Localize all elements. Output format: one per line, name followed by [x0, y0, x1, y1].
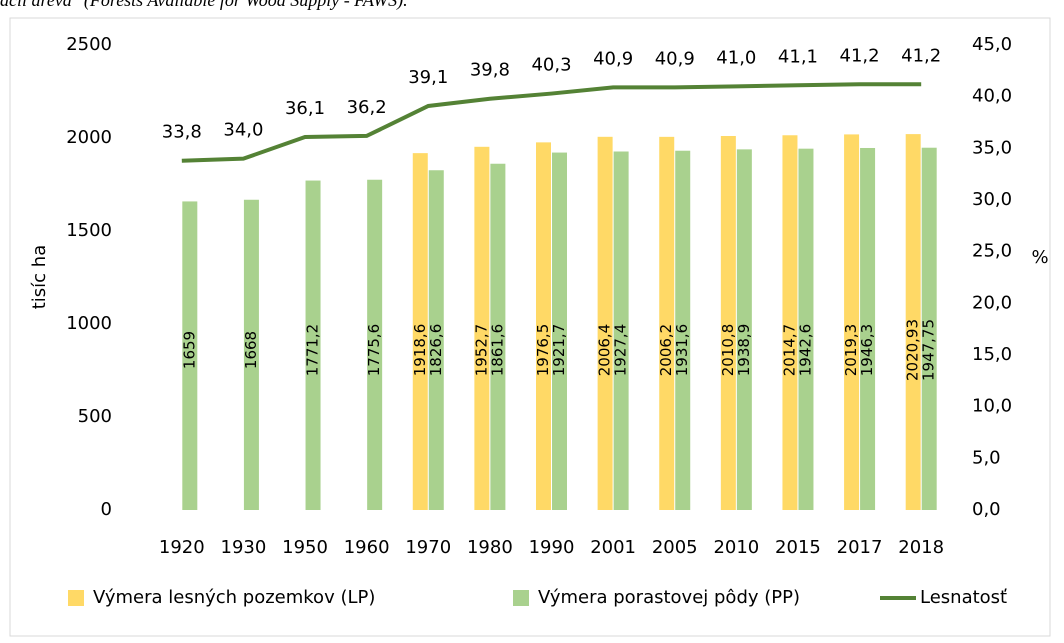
bar: [844, 134, 860, 510]
x-tick-label: 1950: [282, 537, 328, 558]
data-label: 40,9: [593, 48, 633, 69]
y-tick-label: 1000: [66, 313, 112, 334]
data-label: 1927,4: [612, 324, 630, 377]
y2-tick-label: 30,0: [972, 189, 1012, 210]
y2-tick-label: 25,0: [972, 241, 1012, 262]
bar: [597, 136, 613, 510]
legend-swatch: [513, 590, 529, 606]
data-label: 36,1: [285, 98, 325, 119]
data-label: 2010,8: [719, 324, 737, 377]
data-label: 1861,6: [488, 324, 506, 377]
data-label: 41,1: [778, 46, 818, 67]
y-tick-label: 2500: [66, 34, 112, 55]
data-label: 33,8: [162, 122, 202, 143]
data-label: 2014,7: [780, 324, 798, 377]
bar: [613, 151, 629, 510]
y-tick-label: 0: [101, 499, 112, 520]
x-tick-label: 2010: [713, 537, 759, 558]
bar: [860, 147, 876, 510]
bar: [552, 152, 567, 511]
bar: [798, 148, 814, 511]
x-tick-label: 1990: [529, 537, 575, 558]
bar: [536, 142, 551, 510]
x-tick-label: 1920: [159, 537, 205, 558]
data-label: 2006,4: [596, 324, 614, 377]
y2-tick-label: 10,0: [972, 396, 1012, 417]
data-label: 1668: [242, 331, 260, 369]
y2-tick-label: 35,0: [972, 137, 1012, 158]
bar: [736, 149, 752, 510]
bar: [720, 135, 736, 510]
data-label: 1942,6: [796, 324, 814, 377]
x-tick-label: 1980: [467, 537, 513, 558]
data-label: 1938,9: [735, 324, 753, 377]
legend-swatch: [68, 590, 84, 606]
x-tick-label: 1960: [344, 537, 390, 558]
data-label: 2006,2: [657, 324, 675, 377]
y-tick-label: 2000: [66, 127, 112, 148]
y2-tick-label: 5,0: [972, 447, 1001, 468]
data-label: 1659: [180, 331, 198, 369]
data-label: 41,0: [716, 47, 756, 68]
data-label: 2019,3: [842, 324, 860, 377]
bar: [182, 201, 198, 510]
bar: [243, 199, 259, 510]
x-tick-label: 2001: [590, 537, 636, 558]
y-tick-label: 500: [78, 406, 112, 427]
caption: ácii dreva" (Forests Available for Wood …: [0, 0, 408, 11]
data-label: 1976,5: [534, 324, 552, 377]
data-label: 41,2: [901, 45, 941, 66]
x-tick-label: 2017: [837, 537, 883, 558]
bar: [428, 170, 444, 511]
y2-tick-label: 45,0: [972, 34, 1012, 55]
bar: [675, 150, 691, 510]
x-tick-label: 2018: [898, 537, 944, 558]
bar: [474, 146, 490, 511]
y-tick-label: 1500: [66, 220, 112, 241]
x-tick-label: 2005: [652, 537, 698, 558]
data-label: 39,1: [408, 67, 448, 88]
legend-label: Výmera lesných pozemkov (LP): [93, 587, 375, 608]
data-label: 1947,75: [920, 319, 938, 381]
y2-tick-label: 20,0: [972, 292, 1012, 313]
bar: [921, 147, 937, 510]
x-tick-label: 1970: [405, 537, 451, 558]
y2-tick-label: 0,0: [972, 499, 1001, 520]
bar: [367, 179, 383, 510]
x-tick-label: 1930: [221, 537, 267, 558]
bar: [490, 163, 506, 510]
bar: [905, 134, 921, 510]
data-label: 1826,6: [427, 324, 445, 377]
data-label: 1952,7: [472, 324, 490, 377]
data-label: 39,8: [470, 60, 510, 81]
data-label: 41,2: [840, 45, 880, 66]
data-label: 40,3: [531, 55, 571, 76]
data-label: 1771,2: [304, 324, 322, 377]
data-label: 1775,6: [365, 324, 383, 377]
legend-label: Výmera porastovej pôdy (PP): [538, 587, 800, 608]
y2-axis-label: %: [1031, 247, 1048, 268]
data-label: 36,2: [347, 97, 387, 118]
data-label: 40,9: [655, 48, 695, 69]
line: [181, 82, 922, 163]
y2-tick-label: 15,0: [972, 344, 1012, 365]
y2-tick-label: 40,0: [972, 86, 1012, 107]
data-label: 2020,93: [904, 319, 922, 381]
data-label: 34,0: [223, 120, 263, 141]
bar: [305, 180, 321, 510]
legend-label: Lesnatosť: [920, 587, 1007, 608]
x-tick-label: 2015: [775, 537, 821, 558]
y-axis-label: tisíc ha: [29, 245, 50, 310]
data-label: 1918,6: [411, 324, 429, 377]
data-label: 1931,6: [673, 324, 691, 377]
bar: [782, 135, 798, 510]
data-label: 1946,3: [858, 324, 876, 377]
bar: [412, 153, 428, 511]
bar: [659, 136, 675, 510]
data-label: 1921,7: [550, 324, 568, 377]
